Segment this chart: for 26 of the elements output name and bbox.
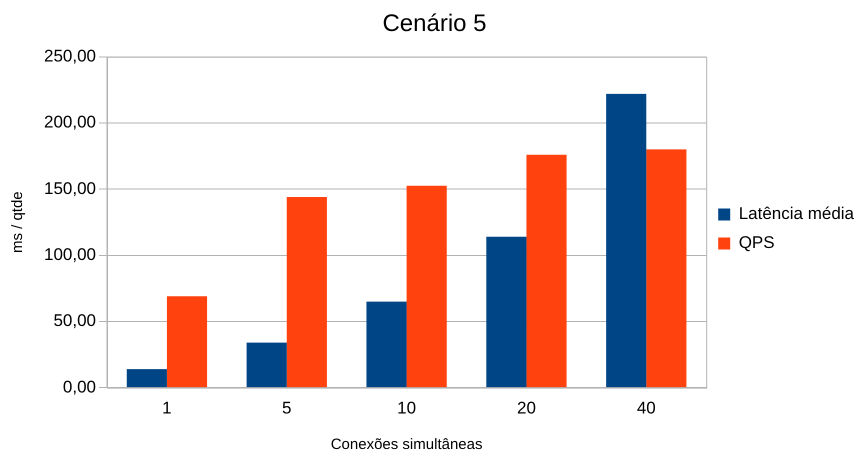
- x-tick-label: 1: [162, 398, 172, 418]
- x-tick-label: 40: [636, 398, 656, 418]
- legend-label: QPS: [738, 233, 775, 252]
- chart-title: Cenário 5: [382, 10, 487, 38]
- y-tick-label: 100,00: [44, 244, 96, 264]
- y-axis-title: ms / qtde: [9, 191, 26, 254]
- x-tick-label: 20: [516, 398, 536, 418]
- bar: [286, 197, 327, 388]
- x-axis-title: Conexões simultâneas: [330, 436, 482, 454]
- bar: [166, 296, 208, 388]
- y-tick-label: 0,00: [62, 377, 96, 396]
- x-tick-label: 5: [282, 398, 292, 418]
- bar: [646, 149, 686, 388]
- legend-label: Latência média: [738, 204, 855, 224]
- y-tick-label: 200,00: [44, 112, 96, 132]
- bar: [126, 369, 167, 388]
- bar: [526, 154, 567, 388]
- bar: [246, 342, 287, 388]
- y-tick-label: 50,00: [53, 311, 96, 330]
- y-tick-label: 250,00: [44, 46, 96, 66]
- bar: [366, 302, 407, 388]
- bar: [486, 236, 526, 388]
- bar: [406, 186, 447, 388]
- y-tick-label: 150,00: [44, 178, 96, 198]
- x-tick-label: 10: [397, 398, 416, 418]
- bar: [606, 94, 646, 388]
